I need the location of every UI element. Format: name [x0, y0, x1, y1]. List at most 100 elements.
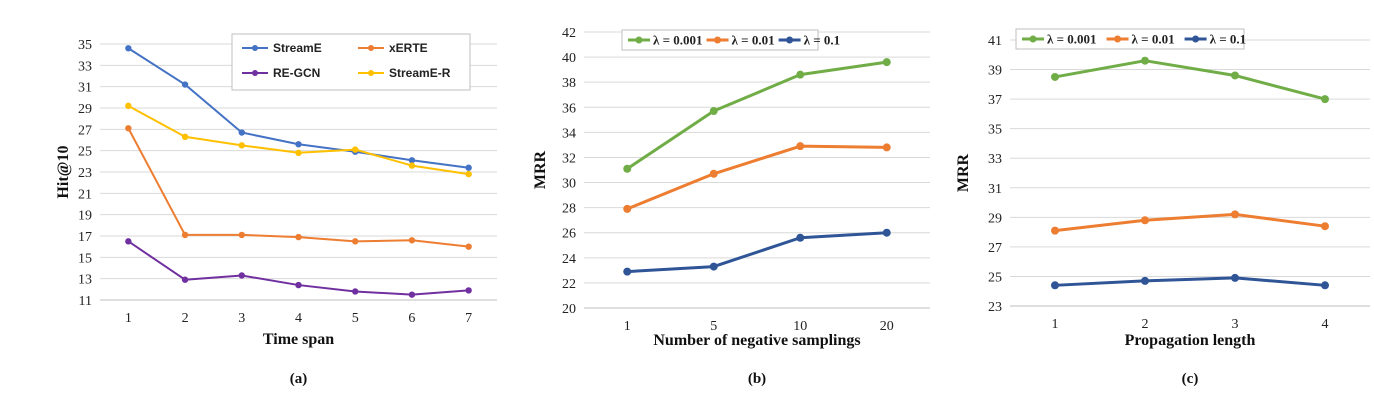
y-tick-label: 17	[78, 230, 92, 245]
data-point	[125, 238, 132, 245]
x-tick-label: 1	[624, 319, 631, 334]
y-tick-label: 19	[78, 209, 92, 224]
legend-marker	[786, 36, 794, 44]
data-point	[408, 157, 416, 164]
data-point	[352, 146, 359, 153]
y-tick-label: 25	[988, 270, 1002, 285]
data-point	[1231, 71, 1239, 80]
x-tick-label: 5	[352, 311, 359, 326]
y-tick-label: 13	[78, 273, 92, 288]
data-point	[465, 164, 472, 171]
x-tick-label: 3	[1232, 317, 1239, 332]
data-point	[295, 233, 302, 241]
data-point	[796, 70, 805, 79]
data-point	[882, 143, 891, 152]
data-point	[882, 228, 891, 237]
data-point	[408, 162, 416, 169]
data-point	[709, 262, 718, 271]
data-point	[709, 107, 718, 116]
data-point	[125, 102, 132, 110]
y-tick-label: 40	[562, 51, 576, 66]
data-point	[1141, 216, 1149, 225]
chart-b: 20 22 24 26 28 30 32 34 36 38 40 42 1 5 10 20 Number of …	[532, 26, 930, 387]
y-axis-title: MRR	[955, 153, 972, 192]
panel-label: (c)	[1182, 371, 1199, 387]
x-tick-label: 20	[880, 319, 894, 334]
data-point	[125, 45, 132, 52]
legend-marker	[1029, 35, 1037, 43]
data-point	[796, 142, 805, 151]
y-tick-label: 31	[988, 182, 1002, 197]
x-tick-label: 2	[182, 311, 189, 326]
y-tick-label: 33	[78, 59, 92, 74]
data-point	[465, 287, 472, 294]
y-tick-label: 21	[78, 187, 92, 202]
data-point	[295, 281, 302, 289]
legend-label: xERTE	[389, 41, 428, 55]
x-tick-label: 3	[238, 311, 245, 326]
data-point	[295, 149, 302, 156]
x-tick-label: 4	[1322, 317, 1329, 332]
data-point	[882, 58, 891, 67]
x-tick-label: 7	[465, 311, 472, 326]
y-tick-label: 33	[988, 152, 1002, 167]
data-point	[408, 237, 416, 244]
data-point	[181, 81, 189, 88]
data-point	[465, 170, 472, 178]
y-tick-label: 27	[988, 241, 1002, 256]
panel-label: (a)	[290, 371, 308, 387]
y-tick-label: 20	[562, 302, 576, 317]
data-point	[1231, 210, 1239, 219]
data-point	[295, 141, 302, 148]
series-line	[626, 60, 887, 170]
legend-label: RE-GCN	[273, 66, 320, 80]
data-point	[1231, 273, 1239, 282]
legend-label: StreamE	[273, 41, 322, 55]
data-point	[1321, 281, 1329, 290]
y-tick-label: 28	[562, 202, 576, 217]
data-point	[181, 276, 189, 283]
legend-label: λ = 0.01	[732, 33, 775, 48]
legend-marker	[368, 70, 374, 76]
x-tick-label: 1	[1052, 317, 1059, 332]
legend-box	[231, 33, 471, 91]
legend-label: StreamE-R	[389, 66, 451, 80]
data-point	[181, 133, 189, 140]
data-point	[796, 233, 805, 242]
y-tick-label: 29	[988, 211, 1002, 226]
legend-label: λ = 0.01	[1132, 32, 1175, 47]
data-point	[1051, 72, 1059, 81]
y-tick-label: 42	[562, 26, 576, 41]
y-tick-label: 26	[562, 227, 576, 242]
data-point	[1051, 281, 1059, 290]
legend-marker	[252, 45, 258, 51]
legend-marker	[714, 36, 722, 44]
y-tick-label: 32	[562, 151, 576, 166]
data-point	[1321, 222, 1329, 231]
legend-label: λ = 0.001	[653, 33, 703, 48]
y-axis-title: MRR	[532, 150, 549, 189]
x-tick-label: 10	[793, 319, 807, 334]
y-tick-label: 41	[988, 34, 1002, 49]
y-tick-label: 25	[78, 145, 92, 160]
data-point	[465, 243, 472, 250]
data-point	[1141, 56, 1149, 65]
data-point	[181, 231, 189, 239]
y-tick-label: 35	[988, 123, 1002, 138]
y-tick-label: 23	[988, 300, 1002, 315]
data-point	[238, 129, 245, 136]
data-point	[623, 267, 632, 276]
data-point	[709, 169, 718, 178]
y-axis-title: Hit@10	[55, 145, 72, 198]
x-tick-label: 1	[125, 311, 132, 326]
y-tick-label: 35	[78, 38, 92, 53]
data-point	[238, 272, 245, 279]
y-tick-label: 31	[78, 81, 92, 96]
y-tick-label: 11	[79, 294, 92, 309]
x-axis-title: Propagation length	[1125, 332, 1256, 349]
legend-marker	[1114, 35, 1122, 43]
data-point	[1141, 276, 1149, 285]
